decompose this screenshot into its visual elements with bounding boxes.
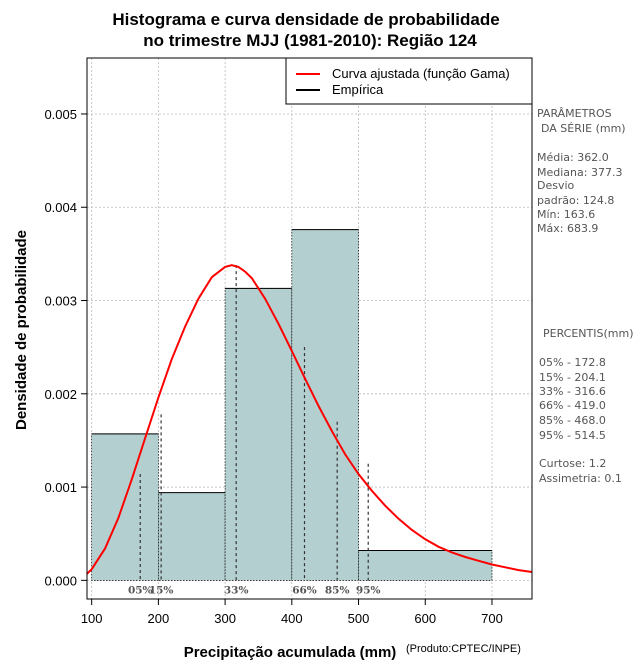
x-tick-label: 300: [214, 611, 236, 626]
percentil-05: 05% - 172.8: [539, 356, 606, 369]
percentil-85: 85% - 468.0: [539, 414, 606, 427]
stat-assimetria: Assimetria: 0.1: [539, 472, 622, 485]
y-tick-label: 0.005: [44, 107, 77, 122]
fitted-curve-line: [86, 264, 533, 575]
percentil-66: 66% - 419.0: [539, 399, 606, 412]
y-tick-label: 0.004: [44, 200, 77, 215]
percentile-marker-label: 15%: [149, 584, 174, 596]
y-tick-label: 0.001: [44, 480, 77, 495]
percentile-marker-label: 95%: [356, 584, 381, 596]
y-tick-label: 0.003: [44, 294, 77, 309]
percentil-33: 33% - 316.6: [539, 385, 606, 398]
legend-empirical-label: Empírica: [332, 82, 384, 97]
percentil-15: 15% - 204.1: [539, 371, 606, 384]
histogram-bar: [91, 433, 159, 581]
y-tick-label: 0.002: [44, 387, 77, 402]
percentile-marker-label: 66%: [292, 584, 317, 596]
param-media: Média: 362.0: [537, 151, 609, 164]
x-tick-label: 200: [148, 611, 170, 626]
legend-box: [285, 57, 533, 105]
legend: Curva ajustada (função Gama) Empírica: [285, 57, 533, 105]
percentile-marker-label: 85%: [325, 584, 350, 596]
side-panel: PARÂMETROS DA SÉRIE (mm) Média: 362.0 Me…: [537, 107, 634, 485]
x-tick-label: 700: [481, 611, 503, 626]
x-axis-label: Precipitação acumulada (mm): [184, 644, 397, 660]
histogram-bar: [291, 229, 359, 581]
param-min: Mín: 163.6: [537, 208, 595, 221]
fitted-curve-layer: [86, 264, 533, 575]
stat-curtose: Curtose: 1.2: [539, 457, 606, 470]
legend-fitted-label: Curva ajustada (função Gama): [332, 66, 510, 81]
x-tick-label: 400: [281, 611, 303, 626]
product-credit: (Produto:CPTEC/INPE): [406, 643, 521, 655]
y-tick-label: 0.000: [44, 573, 77, 588]
param-desvio: Desvio: [537, 179, 575, 192]
chart-title-line-2: no trimestre MJJ (1981-2010): Região 124: [143, 31, 477, 50]
axes: 100 200 300 400 500 600 700 0.000 0.001 0.002 0.00…: [44, 107, 502, 626]
percentile-marker-label: 33%: [224, 584, 249, 596]
param-mediana: Mediana: 377.3: [537, 166, 622, 179]
percentile-markers: 05%15% 33% 66% 85% 95%: [128, 265, 381, 596]
param-max: Máx: 683.9: [537, 222, 598, 235]
params-title-line-2: DA SÉRIE (mm): [541, 122, 626, 135]
x-tick-label: 100: [81, 611, 103, 626]
histogram-bar: [158, 492, 226, 581]
histogram-bar: [358, 550, 493, 581]
percentis-title: PERCENTIS(mm): [543, 327, 634, 340]
y-axis-label: Densidade de probabilidade: [13, 230, 30, 430]
percentile-marker-label: 05%: [128, 584, 153, 596]
x-tick-label: 600: [414, 611, 436, 626]
chart-title-line-1: Histograma e curva densidade de probabil…: [112, 10, 499, 29]
x-tick-label: 500: [348, 611, 370, 626]
percentil-95: 95% - 514.5: [539, 429, 606, 442]
param-padrao: padrão: 124.8: [537, 194, 614, 207]
params-title-line-1: PARÂMETROS: [537, 107, 612, 120]
